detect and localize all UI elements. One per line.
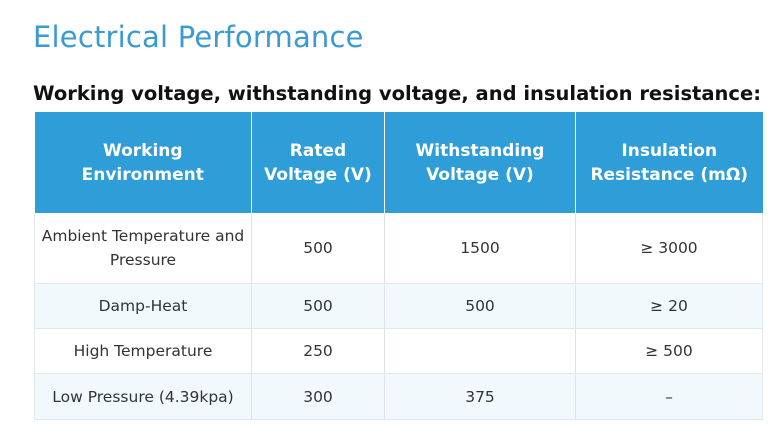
- cell-insulation-resistance: –: [575, 373, 763, 420]
- cell-rated-voltage: 500: [251, 283, 385, 329]
- cell-insulation-resistance: ≥ 20: [575, 283, 763, 329]
- table-header-row: Working Environment Rated Voltage (V) Wi…: [34, 112, 763, 213]
- cell-environment: High Temperature: [34, 328, 252, 374]
- page-title: Electrical Performance: [33, 20, 364, 54]
- table-row: Ambient Temperature and Pressure 500 150…: [34, 213, 763, 284]
- cell-environment: Low Pressure (4.39kpa): [34, 373, 252, 420]
- header-working-environment: Working Environment: [34, 112, 252, 213]
- cell-environment: Damp-Heat: [34, 283, 252, 329]
- cell-withstanding-voltage: 375: [384, 373, 576, 420]
- cell-rated-voltage: 300: [251, 373, 385, 420]
- cell-withstanding-voltage: 1500: [384, 213, 576, 284]
- cell-insulation-resistance: ≥ 3000: [575, 213, 763, 284]
- section-subtitle: Working voltage, withstanding voltage, a…: [33, 82, 762, 105]
- header-insulation-resistance: Insulation Resistance (mΩ): [575, 112, 763, 213]
- table-row: High Temperature 250 ≥ 500: [34, 328, 763, 374]
- header-rated-voltage: Rated Voltage (V): [251, 112, 385, 213]
- cell-environment: Ambient Temperature and Pressure: [34, 213, 252, 284]
- cell-rated-voltage: 500: [251, 213, 385, 284]
- table-row: Low Pressure (4.39kpa) 300 375 –: [34, 373, 763, 420]
- electrical-performance-table: Working Environment Rated Voltage (V) Wi…: [34, 112, 763, 420]
- cell-insulation-resistance: ≥ 500: [575, 328, 763, 374]
- header-withstanding-voltage: Withstanding Voltage (V): [384, 112, 576, 213]
- cell-withstanding-voltage: 500: [384, 283, 576, 329]
- cell-rated-voltage: 250: [251, 328, 385, 374]
- table-row: Damp-Heat 500 500 ≥ 20: [34, 283, 763, 329]
- cell-withstanding-voltage: [384, 328, 576, 374]
